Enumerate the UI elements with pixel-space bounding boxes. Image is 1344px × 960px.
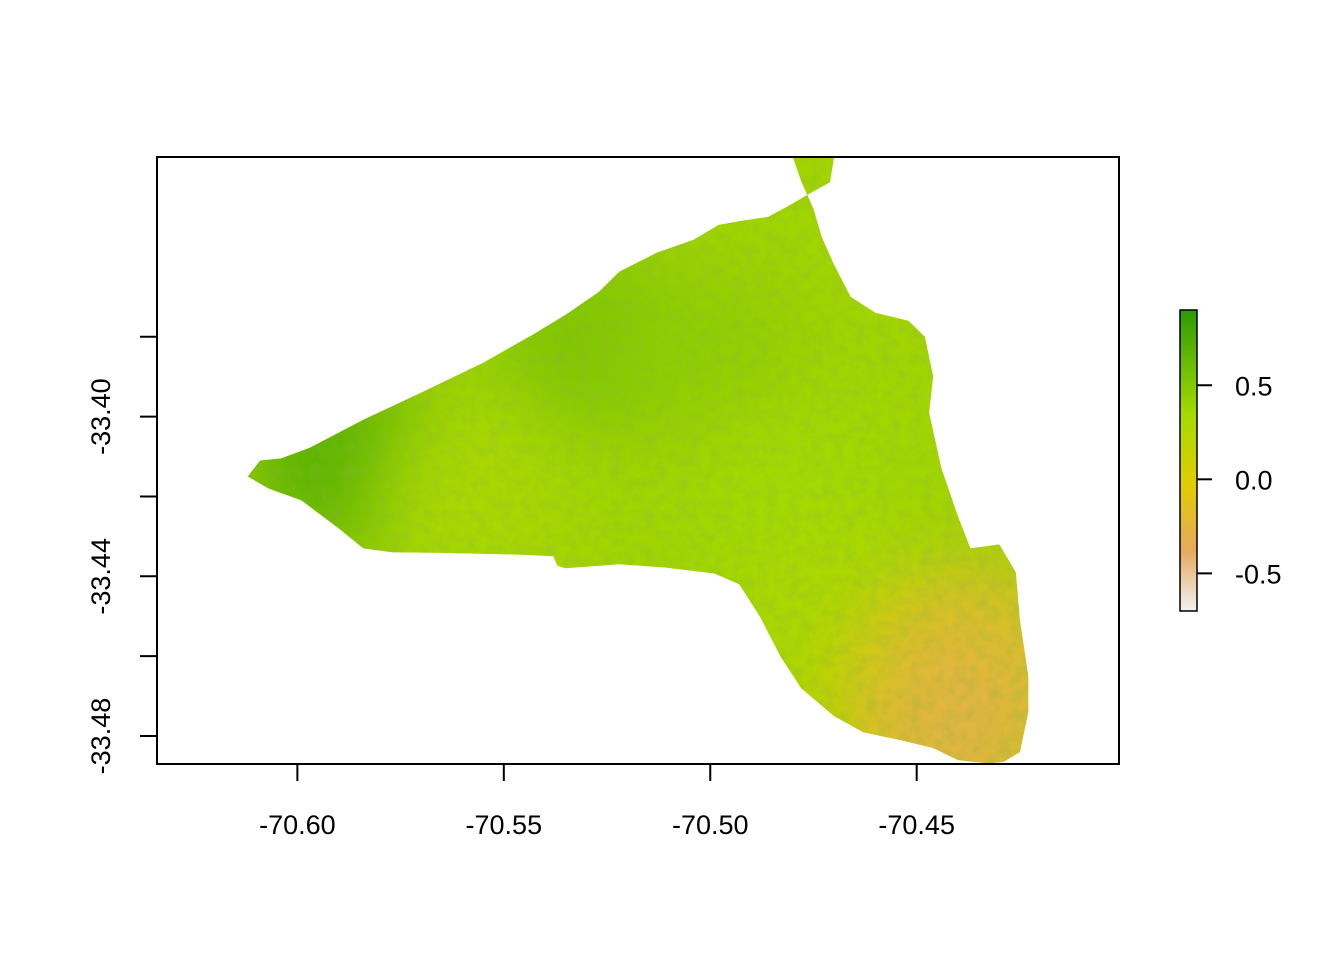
colorbar-tick-label: -0.5 [1235,559,1282,589]
y-axis: -33.40 -33.44 -33.48 [86,335,158,775]
y-tick-label: -33.44 [86,538,116,615]
colorbar-legend: -0.5 0.0 0.5 [1179,309,1282,612]
x-tick-label: -70.55 [466,810,543,840]
x-tick-label: -70.50 [672,810,749,840]
colorbar-ticks: -0.5 0.0 0.5 [1197,371,1282,589]
colorbar [1179,309,1198,612]
raster-texture [247,157,1029,764]
colorbar-tick-label: 0.5 [1235,371,1273,401]
y-tick-label: -33.40 [86,378,116,455]
y-tick-label: -33.48 [86,698,116,775]
x-tick-label: -70.60 [259,810,336,840]
x-axis: -70.60 -70.55 -70.50 -70.45 [259,763,955,840]
colorbar-tick-label: 0.0 [1235,465,1273,495]
x-tick-label: -70.45 [878,810,955,840]
